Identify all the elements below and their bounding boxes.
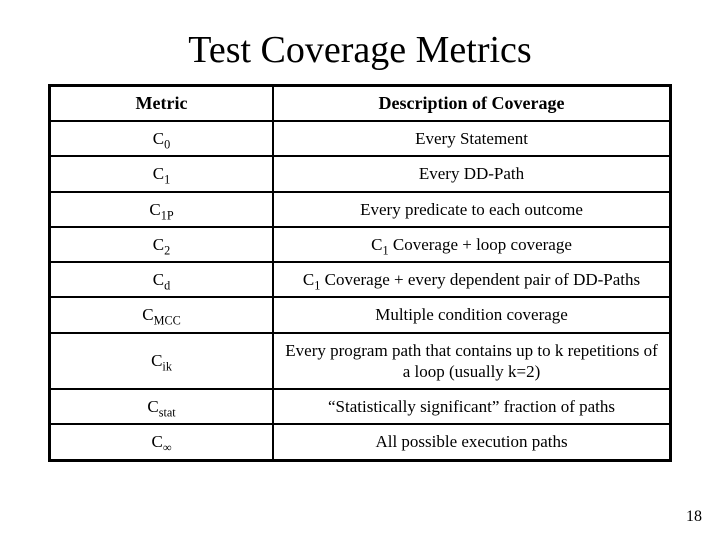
table-row: C2C1 Coverage + loop coverage [50,227,671,262]
description-pre: C [371,235,382,254]
metric-cell: CMCC [50,297,274,332]
metric-cell: C0 [50,121,274,156]
metric-cell: C1P [50,192,274,227]
description-cell: Every Statement [273,121,670,156]
metric-subscript: stat [159,405,176,419]
metric-subscript: 2 [164,243,170,257]
metric-subscript: d [164,278,170,292]
description-post: Coverage + every dependent pair of DD-Pa… [320,270,640,289]
metric-cell: Cd [50,262,274,297]
metric-subscript: ∞ [163,441,172,455]
metric-base: C [153,235,164,254]
description-cell: C1 Coverage + every dependent pair of DD… [273,262,670,297]
page-number: 18 [686,508,702,526]
metric-subscript: 1 [164,173,170,187]
slide-title: Test Coverage Metrics [0,0,720,84]
metric-base: C [149,200,160,219]
description-cell: C1 Coverage + loop coverage [273,227,670,262]
header-description: Description of Coverage [273,86,670,122]
table-row: C∞All possible execution paths [50,424,671,460]
table-row: C0Every Statement [50,121,671,156]
table-row: C1Every DD-Path [50,156,671,191]
metric-cell: C1 [50,156,274,191]
metric-base: C [142,305,153,324]
metric-subscript: ik [162,360,172,374]
table-container: Metric Description of Coverage C0Every S… [0,84,720,462]
metric-subscript: 1P [161,208,174,222]
description-cell: Every DD-Path [273,156,670,191]
table-row: CdC1 Coverage + every dependent pair of … [50,262,671,297]
description-cell: Every predicate to each outcome [273,192,670,227]
description-cell: Every program path that contains up to k… [273,333,670,390]
metric-cell: Cstat [50,389,274,424]
metric-subscript: MCC [154,314,181,328]
description-cell: Multiple condition coverage [273,297,670,332]
metric-base: C [153,270,164,289]
metric-base: C [153,129,164,148]
metric-cell: C∞ [50,424,274,460]
table-header-row: Metric Description of Coverage [50,86,671,122]
table-row: C1PEvery predicate to each outcome [50,192,671,227]
table-row: CMCCMultiple condition coverage [50,297,671,332]
metric-base: C [151,432,162,451]
metric-cell: C2 [50,227,274,262]
description-post: Coverage + loop coverage [389,235,572,254]
metric-base: C [153,164,164,183]
metric-cell: Cik [50,333,274,390]
metric-base: C [151,351,162,370]
header-metric: Metric [50,86,274,122]
table-row: CikEvery program path that contains up t… [50,333,671,390]
description-cell: “Statistically significant” fraction of … [273,389,670,424]
description-pre: C [303,270,314,289]
description-cell: All possible execution paths [273,424,670,460]
table-body: C0Every StatementC1Every DD-PathC1PEvery… [50,121,671,460]
table-row: Cstat“Statistically significant” fractio… [50,389,671,424]
metric-subscript: 0 [164,137,170,151]
slide: Test Coverage Metrics Metric Description… [0,0,720,540]
coverage-metrics-table: Metric Description of Coverage C0Every S… [48,84,672,462]
metric-base: C [147,397,158,416]
